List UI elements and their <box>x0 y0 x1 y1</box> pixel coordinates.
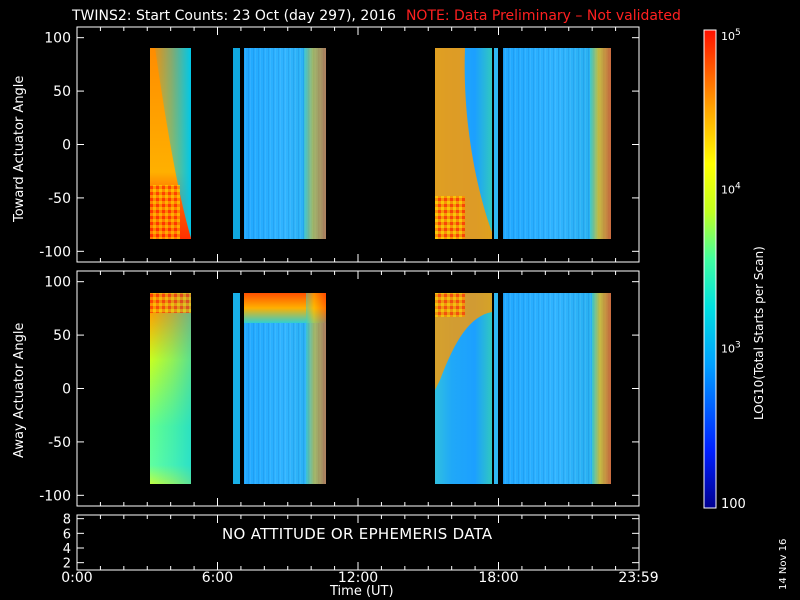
segment-top-e <box>494 48 498 239</box>
colorbar <box>703 29 717 509</box>
y-tick-label-bottom: -50 <box>48 435 71 451</box>
y-tick-label-status: 4 <box>63 542 71 557</box>
colorbar-tick-label: 104 <box>721 181 741 196</box>
x-tick-label: 23:59 <box>618 570 658 586</box>
segment-bot-a-texture <box>150 293 191 313</box>
no-data-message: NO ATTITUDE OR EPHEMERIS DATA <box>222 525 493 543</box>
x-tick-label: 0:00 <box>61 570 92 586</box>
segment-top-b <box>233 48 240 239</box>
segment-bot-d-texture <box>435 293 465 317</box>
y-tick-label-top: 50 <box>53 84 71 100</box>
segment-bot-a-fade <box>150 293 191 484</box>
x-tick-label: 12:00 <box>338 570 378 586</box>
segment-top-a-fade <box>150 48 191 238</box>
top-ylabel: Toward Actuator Angle <box>12 75 27 222</box>
segment-top-f-edge <box>590 48 611 239</box>
chart-title-text: TWINS2: Start Counts: 23 Oct (day 297), … <box>72 8 396 24</box>
y-tick-label-bottom: 100 <box>44 275 71 291</box>
segment-top-a-texture <box>150 185 180 239</box>
colorbar-tick-label: 105 <box>721 28 741 43</box>
heatmap-bottom <box>150 293 611 484</box>
y-tick-label-bottom: -100 <box>39 488 71 504</box>
segment-bot-b <box>233 293 240 484</box>
y-tick-label-bottom: 0 <box>62 382 71 398</box>
colorbar-gradient-rect <box>703 29 717 509</box>
segment-bot-d-warm <box>435 293 492 390</box>
y-tick-label-top: 0 <box>62 138 71 154</box>
preliminary-note: NOTE: Data Preliminary – Not validated <box>405 8 681 24</box>
y-tick-label-status: 8 <box>63 513 71 528</box>
segment-top-c-edge <box>304 48 326 239</box>
x-tick-label: 6:00 <box>202 570 233 586</box>
colorbar-label: LOG10(Total Starts per Scan) <box>752 246 766 420</box>
y-tick-label-status: 6 <box>63 527 71 542</box>
chart-title: TWINS2: Start Counts: 23 Oct (day 297), … <box>72 8 681 24</box>
y-tick-label-bottom: 50 <box>53 328 71 344</box>
x-axis-label: Time (UT) <box>330 584 394 599</box>
heatmap-top <box>150 48 611 239</box>
segment-top-d-warm <box>435 48 492 239</box>
y-tick-label-status: 2 <box>63 557 71 572</box>
date-stamp: 14 Nov 16 <box>778 538 789 590</box>
x-tick-label: 18:00 <box>478 570 518 586</box>
bottom-ylabel: Away Actuator Angle <box>12 322 27 458</box>
colorbar-tick-label: 100 <box>721 497 746 512</box>
segment-bot-f-edge <box>592 293 611 484</box>
y-tick-label-top: -100 <box>39 244 71 260</box>
colorbar-tick-label: 103 <box>721 341 741 356</box>
segment-bot-c-edge <box>306 293 326 484</box>
y-tick-label-top: 100 <box>44 31 71 47</box>
y-tick-label-top: -50 <box>48 191 71 207</box>
segment-top-d-texture <box>435 196 465 239</box>
segment-bot-e <box>494 293 498 484</box>
